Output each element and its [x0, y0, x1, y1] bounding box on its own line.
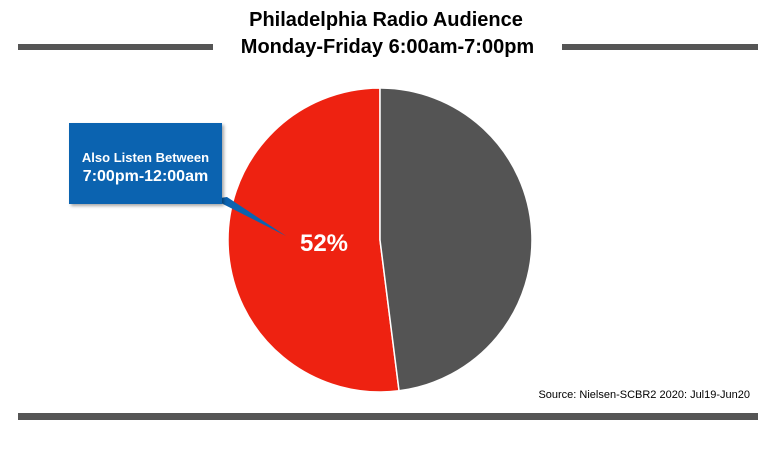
- pie-slices: [227, 87, 533, 393]
- chart-subtitle: Monday-Friday 6:00am-7:00pm: [240, 36, 535, 58]
- callout-line2: 7:00pm-12:00am: [82, 168, 209, 185]
- subtitle-rule-right: [562, 44, 758, 50]
- bottom-rule: [18, 413, 758, 420]
- pie-slice-1: [379, 87, 533, 392]
- chart-title: Philadelphia Radio Audience: [249, 9, 523, 31]
- source-note: Source: Nielsen-SCBR2 2020: Jul19-Jun20: [538, 389, 750, 401]
- subtitle-rule-left: [18, 44, 213, 50]
- slice-label-also-listen: 52%: [300, 230, 348, 257]
- callout-pointer: [213, 197, 286, 236]
- pie-slice-0: [227, 87, 400, 393]
- subtitle-row: Monday-Friday 6:00am-7:00pm: [0, 35, 772, 61]
- callout-box: Also Listen Between 7:00pm-12:00am: [69, 123, 222, 204]
- callout-line1: Also Listen Between: [81, 150, 210, 165]
